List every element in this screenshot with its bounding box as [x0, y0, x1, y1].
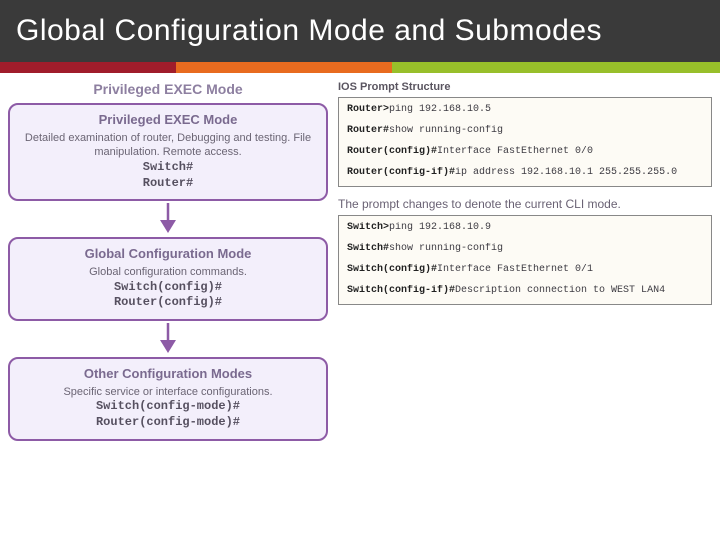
cli-line: Switch#show running-config	[347, 243, 703, 254]
cli-line: Switch>ping 192.168.10.9	[347, 222, 703, 233]
mode-prompt: Switch(config)#	[18, 280, 318, 296]
accent-stripe	[0, 62, 720, 73]
arrow-down-icon	[8, 203, 328, 237]
cli-line: Router(config-if)#ip address 192.168.10.…	[347, 167, 703, 178]
hint-text: The prompt changes to denote the current…	[338, 197, 712, 211]
cli-line: Switch(config)#Interface FastEthernet 0/…	[347, 264, 703, 275]
stripe-segment	[392, 62, 720, 73]
mode-prompt: Switch#	[18, 160, 318, 176]
mode-prompt: Router(config-mode)#	[18, 415, 318, 431]
mode-box-title: Global Configuration Mode	[18, 245, 318, 263]
mode-box-title: Privileged EXEC Mode	[18, 111, 318, 129]
mode-prompt: Router#	[18, 176, 318, 192]
mode-box-desc: Global configuration commands.	[18, 265, 318, 280]
stripe-segment	[0, 62, 176, 73]
mode-box-desc: Specific service or interface configurat…	[18, 385, 318, 400]
stripe-segment	[176, 62, 392, 73]
mode-box-other: Other Configuration Modes Specific servi…	[8, 357, 328, 441]
mode-box-global: Global Configuration Mode Global configu…	[8, 237, 328, 321]
slide-header: Global Configuration Mode and Submodes	[0, 0, 720, 62]
terminal-switch: Switch>ping 192.168.10.9 Switch#show run…	[338, 215, 712, 305]
cli-line: Router#show running-config	[347, 125, 703, 136]
left-column: Privileged EXEC Mode Privileged EXEC Mod…	[8, 77, 328, 441]
column-title: Privileged EXEC Mode	[8, 77, 328, 103]
mode-box-title: Other Configuration Modes	[18, 365, 318, 383]
cli-line: Router>ping 192.168.10.5	[347, 104, 703, 115]
arrow-down-icon	[8, 323, 328, 357]
page-title: Global Configuration Mode and Submodes	[16, 14, 602, 48]
content-area: Privileged EXEC Mode Privileged EXEC Mod…	[0, 73, 720, 445]
cli-line: Switch(config-if)#Description connection…	[347, 285, 703, 296]
mode-box-exec: Privileged EXEC Mode Detailed examinatio…	[8, 103, 328, 201]
right-column: IOS Prompt Structure Router>ping 192.168…	[338, 77, 712, 441]
terminal-router: Router>ping 192.168.10.5 Router#show run…	[338, 97, 712, 187]
mode-prompt: Router(config)#	[18, 295, 318, 311]
ios-prompt-heading: IOS Prompt Structure	[338, 81, 712, 93]
mode-prompt: Switch(config-mode)#	[18, 399, 318, 415]
mode-box-desc: Detailed examination of router, Debuggin…	[18, 131, 318, 161]
cli-line: Router(config)#Interface FastEthernet 0/…	[347, 146, 703, 157]
